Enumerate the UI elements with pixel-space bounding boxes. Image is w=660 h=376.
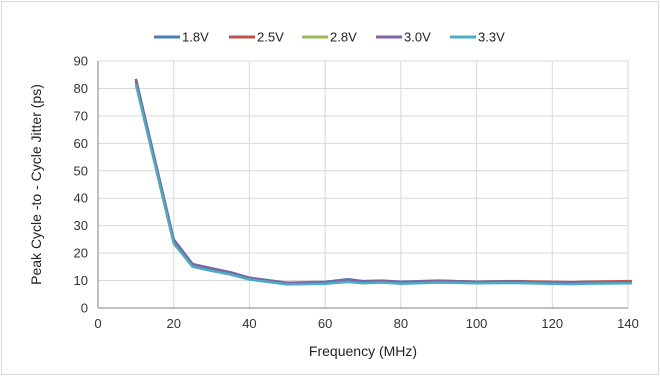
x-tick-label: 40 [242, 316, 256, 331]
legend-label: 1.8V [182, 30, 209, 45]
y-tick-label: 90 [74, 54, 88, 69]
y-tick-label: 40 [74, 191, 88, 206]
y-tick-label: 80 [74, 81, 88, 96]
y-tick-label: 30 [74, 218, 88, 233]
y-tick-label: 70 [74, 108, 88, 123]
y-axis-title: Peak Cycle -to - Cycle Jitter (ps) [28, 84, 44, 285]
axes [97, 61, 628, 309]
series-line-3-3v [134, 84, 632, 286]
y-tick-label: 60 [74, 136, 88, 151]
x-tick-label: 100 [466, 316, 488, 331]
y-tick-labels: 0 10 20 30 40 50 60 70 80 90 [74, 54, 88, 316]
x-tick-label: 20 [166, 316, 180, 331]
x-tick-label: 120 [541, 316, 563, 331]
series-lines [134, 78, 632, 286]
y-tick-label: 20 [74, 246, 88, 261]
legend-label: 2.8V [330, 30, 357, 45]
y-tick-label: 10 [74, 273, 88, 288]
x-tick-label: 80 [394, 316, 408, 331]
gridlines [98, 60, 629, 308]
x-tick-label: 60 [318, 316, 332, 331]
y-tick-label: 50 [74, 163, 88, 178]
x-tick-labels: 0 20 40 60 80 100 120 140 [94, 316, 638, 331]
x-tick-label: 0 [94, 316, 101, 331]
legend-label: 2.5V [257, 30, 284, 45]
x-tick-label: 140 [617, 316, 639, 331]
series-line-1-8v [134, 79, 632, 285]
y-tick-label: 0 [81, 301, 88, 316]
series-line-2-8v [134, 82, 632, 286]
series-line-3-0v [134, 78, 632, 285]
legend-label: 3.3V [478, 30, 505, 45]
legend-label: 3.0V [404, 30, 431, 45]
legend: 1.8V 2.5V 2.8V 3.0V 3.3V [154, 30, 505, 45]
x-axis-title: Frequency (MHz) [309, 343, 417, 359]
